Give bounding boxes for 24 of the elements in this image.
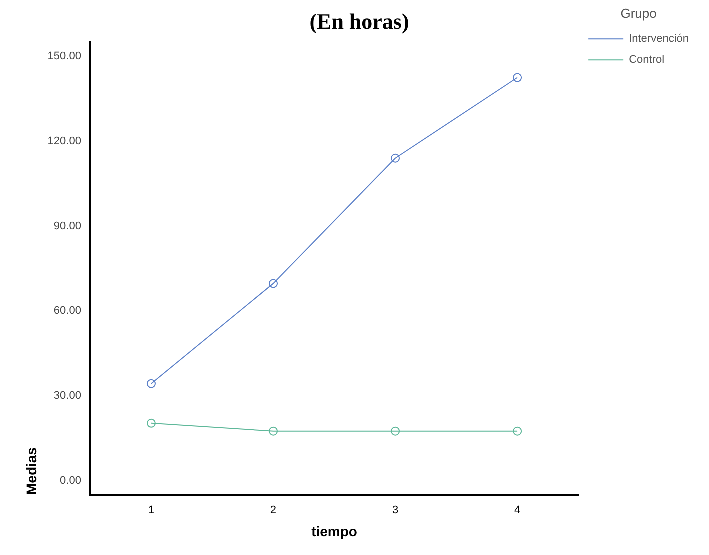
point [391,426,400,436]
point [268,279,278,288]
legend-label: Control [629,54,665,66]
point [268,426,278,436]
y-tick-label: 30.00 [54,390,82,402]
legend-label: Intervención [629,33,690,46]
y-axis-title: Medias [23,447,40,495]
chart-title: (En horas) [310,8,410,34]
y-tick-label: 0.00 [60,474,82,487]
x-tick-label: 4 [514,504,521,517]
x-tick-label: 3 [392,504,399,517]
x-tick-label: 1 [148,504,155,517]
point [146,379,156,388]
y-tick-label: 150.00 [48,50,82,63]
legend-title: Grupo [620,6,657,22]
point [391,154,400,163]
point [513,73,522,82]
x-axis-title: tiempo [312,523,358,540]
y-tick-label: 90.00 [54,220,82,232]
point [513,426,522,436]
point [146,418,156,428]
y-tick-label: 60.00 [54,305,82,318]
x-tick-label: 2 [270,504,277,517]
y-tick-label: 120.00 [48,135,82,148]
